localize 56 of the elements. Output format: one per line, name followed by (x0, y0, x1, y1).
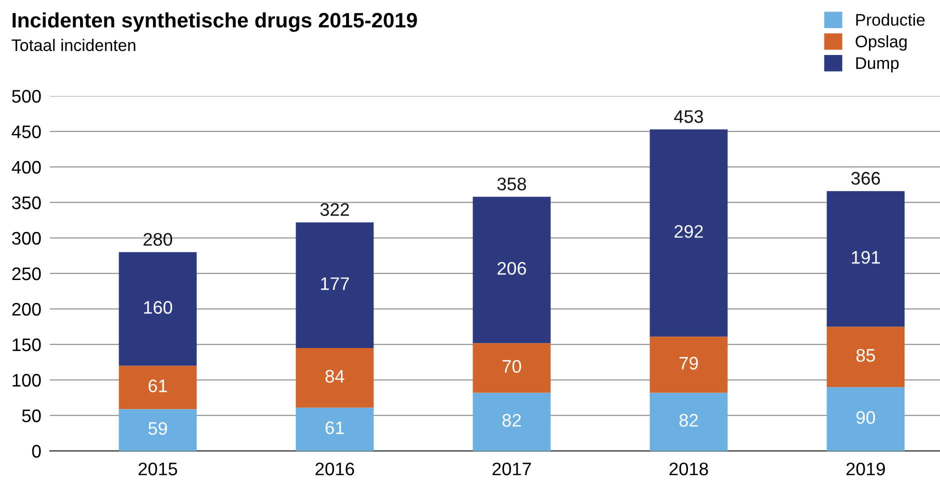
bar (826, 191, 905, 327)
y-tick-label: 250 (12, 267, 41, 280)
y-tick-label: 500 (12, 90, 41, 103)
bar (472, 196, 551, 344)
legend-label: Opslag (856, 35, 907, 51)
data-label: 82 (502, 414, 521, 427)
data-label: 59 (148, 422, 167, 435)
data-label: 206 (498, 262, 526, 275)
bar (650, 392, 728, 451)
data-label: 79 (680, 356, 698, 370)
total-label: 322 (320, 203, 349, 216)
legend-label: Productie (856, 14, 925, 26)
y-tick-label: 350 (12, 196, 41, 210)
x-tick-label: 2017 (492, 462, 531, 476)
data-label: 177 (321, 277, 349, 290)
bar (472, 392, 551, 451)
bar (296, 222, 374, 348)
x-tick-label: 2015 (138, 462, 178, 476)
y-tick-label: 200 (12, 302, 41, 316)
x-tick-label: 2016 (316, 462, 354, 476)
bar (118, 366, 197, 410)
data-label: 84 (325, 370, 344, 383)
y-tick-label: 450 (12, 125, 41, 138)
bar (826, 326, 905, 388)
legend-label: Dump (856, 57, 899, 72)
bar (826, 387, 905, 451)
total-label: 280 (144, 232, 172, 246)
data-label: 90 (856, 411, 876, 424)
data-label: 292 (674, 225, 703, 238)
bar (296, 408, 374, 451)
y-tick-label: 300 (12, 232, 41, 245)
bar (118, 409, 197, 451)
bar (296, 348, 374, 408)
y-tick-label: 0 (32, 444, 41, 458)
y-tick-label: 50 (22, 409, 41, 422)
data-label: 191 (852, 250, 880, 264)
total-label: 453 (674, 110, 703, 123)
data-label: 85 (856, 348, 875, 362)
x-tick-label: 2018 (670, 462, 708, 476)
bar (118, 252, 197, 366)
data-label: 61 (326, 421, 344, 434)
y-tick-label: 150 (12, 338, 41, 352)
bar (650, 336, 728, 393)
bar (472, 343, 551, 393)
data-label: 82 (679, 414, 698, 427)
data-label: 61 (148, 380, 167, 392)
data-label: 70 (502, 360, 522, 373)
total-label: 366 (851, 172, 880, 185)
total-label: 358 (497, 178, 526, 190)
bar (650, 129, 728, 337)
y-tick-label: 100 (12, 374, 41, 387)
x-tick-label: 2019 (846, 462, 885, 476)
y-tick-label: 400 (12, 160, 41, 174)
chart-title: Incidenten synthetische drugs 2015-2019 (12, 12, 417, 32)
chart-subtitle: Totaal incidenten (12, 38, 136, 52)
data-label: 160 (144, 301, 172, 314)
